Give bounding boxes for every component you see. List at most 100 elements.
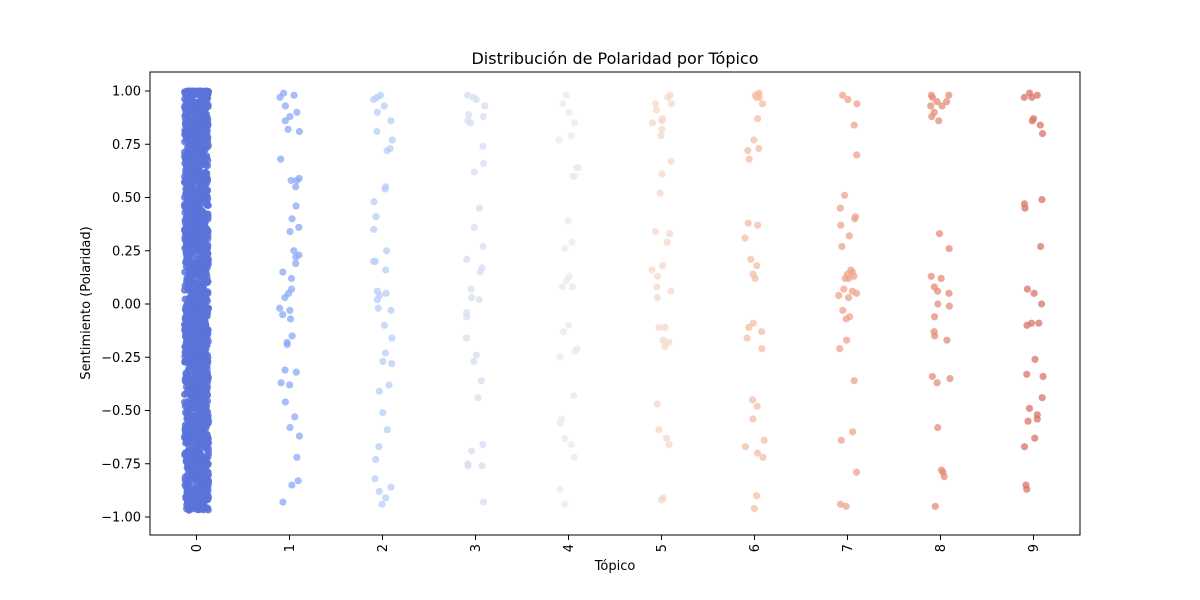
data-point (464, 462, 472, 470)
data-point (292, 253, 300, 261)
data-point (840, 285, 848, 293)
data-point (292, 368, 300, 376)
data-point (190, 326, 198, 334)
data-point (187, 271, 195, 279)
y-tick-label: −1.00 (101, 511, 141, 526)
data-point (382, 247, 391, 255)
data-point (743, 334, 751, 342)
data-point (193, 290, 201, 298)
data-point (558, 283, 567, 291)
data-point (201, 160, 209, 169)
data-point (837, 436, 845, 444)
data-point (479, 112, 488, 121)
data-point (181, 402, 189, 410)
series-topic-1 (276, 89, 304, 506)
data-point (284, 125, 292, 133)
data-point (186, 181, 195, 189)
data-point (200, 180, 208, 189)
data-point (567, 132, 575, 140)
data-point (204, 212, 212, 221)
data-point (933, 379, 941, 387)
data-point (199, 284, 207, 292)
data-point (945, 302, 953, 310)
data-point (853, 151, 861, 159)
data-point (201, 343, 209, 351)
data-point (1021, 204, 1029, 212)
data-point (388, 136, 396, 144)
series-topic-3 (462, 91, 489, 506)
data-point (199, 208, 208, 216)
data-point (653, 272, 662, 280)
data-point (837, 221, 845, 229)
data-point (849, 428, 857, 436)
data-point (202, 168, 210, 177)
data-point (745, 155, 753, 163)
data-point (744, 147, 752, 155)
data-point (666, 230, 674, 238)
data-point (935, 230, 944, 238)
y-tick-label: −0.25 (101, 351, 141, 366)
data-point (945, 289, 953, 297)
data-point (388, 360, 396, 368)
data-point (467, 285, 475, 293)
data-point (943, 336, 951, 344)
data-point (196, 389, 204, 398)
data-point (286, 112, 294, 121)
data-point (940, 472, 948, 481)
data-point (185, 208, 194, 216)
data-point (839, 91, 847, 99)
data-point (844, 274, 853, 283)
data-point (374, 304, 382, 312)
data-point (281, 294, 289, 302)
data-point (665, 440, 673, 449)
data-point (385, 381, 393, 389)
data-point (187, 384, 196, 392)
data-point (292, 202, 300, 210)
data-point (852, 289, 861, 297)
data-point (556, 419, 564, 427)
data-point (288, 332, 296, 340)
data-point (749, 415, 757, 423)
data-point (652, 106, 661, 114)
y-tick-label: 1.00 (112, 85, 141, 100)
data-point (279, 268, 287, 276)
data-point (372, 213, 380, 221)
data-point (188, 501, 197, 509)
data-point (749, 319, 757, 327)
data-point (184, 282, 193, 290)
data-point (470, 223, 478, 231)
data-point (199, 262, 208, 271)
data-point (202, 110, 210, 119)
data-point (946, 374, 954, 383)
data-point (466, 119, 475, 127)
data-point (182, 110, 190, 118)
data-point (370, 198, 378, 206)
data-point (479, 498, 488, 506)
data-point (182, 315, 190, 324)
data-point (744, 219, 752, 227)
data-point (564, 321, 573, 329)
data-point (190, 232, 198, 240)
y-tick-label: 0.25 (112, 244, 141, 259)
data-point (561, 245, 569, 253)
data-point (202, 154, 210, 162)
data-point (567, 440, 575, 449)
data-point (933, 98, 941, 106)
data-point (203, 386, 211, 394)
data-point (475, 204, 483, 212)
data-point (664, 93, 672, 101)
data-point (938, 102, 946, 110)
data-point (842, 502, 850, 510)
data-point (373, 127, 381, 136)
x-tick-label: 3 (469, 544, 484, 552)
data-point (1028, 93, 1036, 101)
data-point (1036, 121, 1044, 129)
data-point (200, 482, 208, 490)
data-point (931, 332, 939, 340)
y-tick-label: 0.50 (112, 191, 141, 206)
data-point (369, 95, 378, 104)
data-point (295, 223, 303, 231)
series-topic-0 (180, 87, 213, 514)
data-point (286, 423, 294, 432)
data-point (472, 95, 481, 104)
